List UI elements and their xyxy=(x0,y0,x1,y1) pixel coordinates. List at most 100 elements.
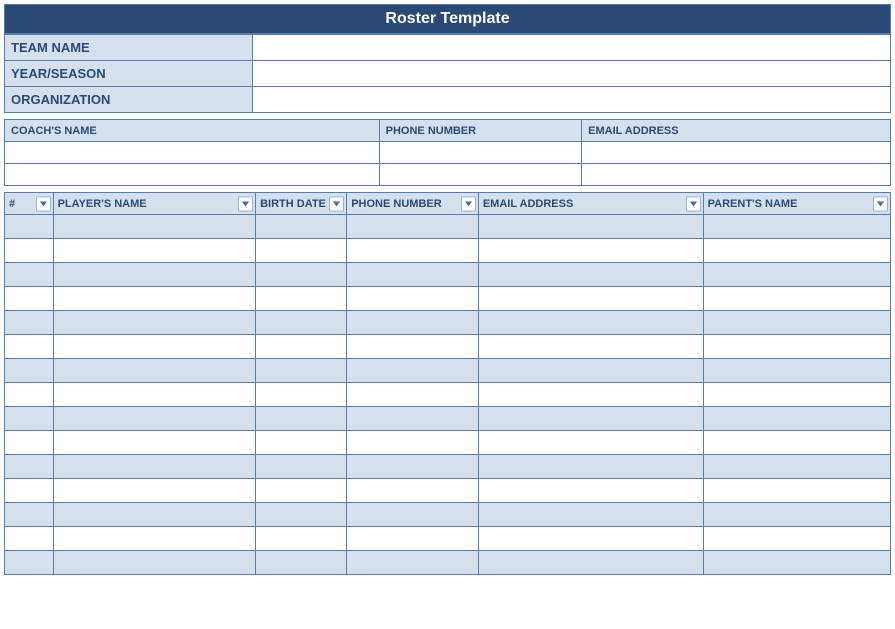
player-cell[interactable] xyxy=(347,311,479,335)
player-cell[interactable] xyxy=(5,239,54,263)
player-cell[interactable] xyxy=(347,455,479,479)
player-cell[interactable] xyxy=(256,431,347,455)
player-cell[interactable] xyxy=(256,551,347,575)
player-cell[interactable] xyxy=(5,503,54,527)
filter-dropdown-icon[interactable] xyxy=(36,196,51,211)
player-cell[interactable] xyxy=(347,383,479,407)
player-cell[interactable] xyxy=(5,215,54,239)
player-cell[interactable] xyxy=(256,383,347,407)
player-cell[interactable] xyxy=(256,527,347,551)
player-cell[interactable] xyxy=(478,407,703,431)
player-cell[interactable] xyxy=(347,239,479,263)
player-column-header-0[interactable]: # xyxy=(5,193,54,215)
player-cell[interactable] xyxy=(703,479,890,503)
filter-dropdown-icon[interactable] xyxy=(329,196,344,211)
player-column-header-1[interactable]: PLAYER'S NAME xyxy=(53,193,256,215)
player-cell[interactable] xyxy=(256,479,347,503)
player-cell[interactable] xyxy=(347,359,479,383)
player-cell[interactable] xyxy=(478,335,703,359)
player-cell[interactable] xyxy=(5,431,54,455)
player-cell[interactable] xyxy=(347,407,479,431)
player-cell[interactable] xyxy=(703,503,890,527)
player-cell[interactable] xyxy=(5,335,54,359)
player-cell[interactable] xyxy=(478,479,703,503)
coach-cell[interactable] xyxy=(582,164,891,186)
player-column-header-4[interactable]: EMAIL ADDRESS xyxy=(478,193,703,215)
player-cell[interactable] xyxy=(256,335,347,359)
player-cell[interactable] xyxy=(5,263,54,287)
player-cell[interactable] xyxy=(53,311,256,335)
coach-cell[interactable] xyxy=(379,164,582,186)
filter-dropdown-icon[interactable] xyxy=(461,196,476,211)
player-cell[interactable] xyxy=(478,527,703,551)
coach-cell[interactable] xyxy=(5,164,380,186)
player-cell[interactable] xyxy=(53,527,256,551)
player-cell[interactable] xyxy=(256,407,347,431)
player-cell[interactable] xyxy=(347,431,479,455)
player-cell[interactable] xyxy=(703,359,890,383)
player-cell[interactable] xyxy=(478,239,703,263)
player-cell[interactable] xyxy=(347,503,479,527)
player-cell[interactable] xyxy=(703,287,890,311)
player-column-header-2[interactable]: BIRTH DATE xyxy=(256,193,347,215)
info-value-2[interactable] xyxy=(253,87,891,113)
player-cell[interactable] xyxy=(256,287,347,311)
player-cell[interactable] xyxy=(53,431,256,455)
player-cell[interactable] xyxy=(478,287,703,311)
player-cell[interactable] xyxy=(703,383,890,407)
player-cell[interactable] xyxy=(347,479,479,503)
player-cell[interactable] xyxy=(478,311,703,335)
player-cell[interactable] xyxy=(256,503,347,527)
info-value-1[interactable] xyxy=(253,61,891,87)
player-column-header-5[interactable]: PARENT'S NAME xyxy=(703,193,890,215)
player-cell[interactable] xyxy=(478,503,703,527)
player-cell[interactable] xyxy=(703,215,890,239)
player-cell[interactable] xyxy=(53,407,256,431)
player-cell[interactable] xyxy=(347,287,479,311)
player-cell[interactable] xyxy=(53,479,256,503)
player-cell[interactable] xyxy=(478,455,703,479)
player-cell[interactable] xyxy=(703,455,890,479)
player-cell[interactable] xyxy=(5,383,54,407)
filter-dropdown-icon[interactable] xyxy=(873,196,888,211)
player-cell[interactable] xyxy=(478,215,703,239)
player-cell[interactable] xyxy=(5,287,54,311)
player-cell[interactable] xyxy=(703,263,890,287)
player-cell[interactable] xyxy=(256,311,347,335)
player-cell[interactable] xyxy=(347,215,479,239)
player-cell[interactable] xyxy=(703,407,890,431)
player-cell[interactable] xyxy=(703,311,890,335)
player-cell[interactable] xyxy=(5,527,54,551)
player-cell[interactable] xyxy=(5,407,54,431)
player-cell[interactable] xyxy=(256,455,347,479)
player-cell[interactable] xyxy=(5,455,54,479)
player-cell[interactable] xyxy=(53,263,256,287)
player-column-header-3[interactable]: PHONE NUMBER xyxy=(347,193,479,215)
player-cell[interactable] xyxy=(53,215,256,239)
player-cell[interactable] xyxy=(53,239,256,263)
player-cell[interactable] xyxy=(703,527,890,551)
player-cell[interactable] xyxy=(478,551,703,575)
player-cell[interactable] xyxy=(347,551,479,575)
player-cell[interactable] xyxy=(347,263,479,287)
player-cell[interactable] xyxy=(703,551,890,575)
player-cell[interactable] xyxy=(53,335,256,359)
filter-dropdown-icon[interactable] xyxy=(238,196,253,211)
coach-cell[interactable] xyxy=(379,142,582,164)
coach-cell[interactable] xyxy=(582,142,891,164)
player-cell[interactable] xyxy=(256,263,347,287)
player-cell[interactable] xyxy=(703,431,890,455)
player-cell[interactable] xyxy=(53,287,256,311)
player-cell[interactable] xyxy=(478,383,703,407)
player-cell[interactable] xyxy=(256,359,347,383)
player-cell[interactable] xyxy=(347,335,479,359)
player-cell[interactable] xyxy=(478,359,703,383)
player-cell[interactable] xyxy=(478,431,703,455)
player-cell[interactable] xyxy=(53,503,256,527)
player-cell[interactable] xyxy=(53,383,256,407)
player-cell[interactable] xyxy=(256,239,347,263)
coach-cell[interactable] xyxy=(5,142,380,164)
player-cell[interactable] xyxy=(703,239,890,263)
player-cell[interactable] xyxy=(478,263,703,287)
player-cell[interactable] xyxy=(703,335,890,359)
